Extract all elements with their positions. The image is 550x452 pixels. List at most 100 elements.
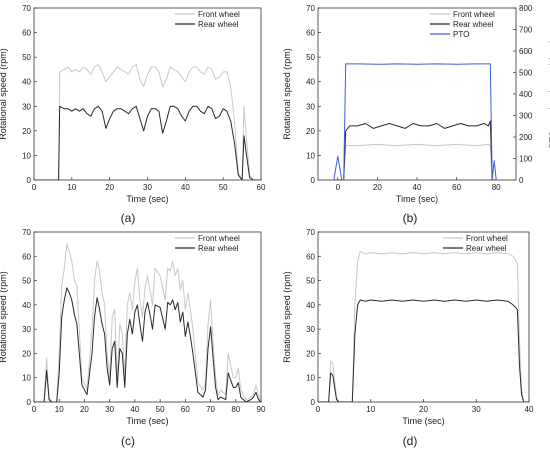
y-tick-label: 10 — [22, 151, 31, 160]
y-tick-label: 50 — [22, 53, 31, 62]
x-tick-label: 30 — [105, 405, 114, 414]
y2-tick-label: 400 — [519, 90, 533, 99]
x-tick-label: 20 — [80, 405, 89, 414]
x-axis-label: Time (sec) — [126, 416, 168, 426]
y2-tick-label: 500 — [519, 69, 533, 78]
panel-label: (a) — [121, 211, 136, 225]
y2-axis-label: PTO rotational speed (rpm) — [548, 40, 550, 149]
plot-frame — [317, 7, 517, 181]
y-tick-label: 10 — [22, 374, 31, 383]
y-tick-label: 40 — [22, 301, 31, 310]
series-line-2 — [318, 299, 529, 402]
x-tick-label: 30 — [472, 405, 481, 414]
x-tick-label: 40 — [181, 183, 190, 192]
panel-label: (b) — [403, 211, 418, 225]
x-tick-label: 40 — [525, 405, 534, 414]
x-tick-label: 0 — [336, 183, 341, 192]
chart-panel-2: 0 20 40 60 800102030405060700100200300400500… — [282, 4, 550, 204]
x-axis-label: Time (sec) — [126, 194, 168, 204]
y-tick-label: 70 — [22, 4, 31, 13]
legend-label: Rear wheel — [466, 244, 507, 253]
y-tick-label: 20 — [306, 127, 315, 136]
y-tick-label: 60 — [306, 29, 315, 38]
x-tick-label: 10 — [366, 405, 375, 414]
y-tick-label: 0 — [311, 176, 316, 185]
x-tick-label: 0 — [32, 183, 37, 192]
series-line-3 — [318, 63, 516, 180]
legend-label: Front wheel — [198, 234, 240, 243]
legend-label: Front wheel — [198, 10, 240, 19]
y-tick-label: 40 — [306, 301, 315, 310]
y2-tick-label: 700 — [519, 26, 533, 35]
y-tick-label: 60 — [22, 29, 31, 38]
x-tick-label: 80 — [231, 405, 240, 414]
series-line-1 — [318, 250, 529, 402]
x-tick-label: 10 — [55, 405, 64, 414]
y2-tick-label: 200 — [519, 133, 533, 142]
panel-label: (d) — [403, 434, 418, 448]
x-tick-label: 80 — [492, 183, 501, 192]
plot-frame — [33, 7, 262, 181]
x-tick-label: 30 — [143, 183, 152, 192]
y-tick-label: 30 — [22, 102, 31, 111]
panel-label: (c) — [121, 434, 135, 448]
y-tick-label: 50 — [22, 277, 31, 286]
y-axis-label: Rotational speed (rpm) — [0, 271, 8, 363]
y-tick-label: 30 — [306, 325, 315, 334]
y-tick-label: 0 — [311, 398, 316, 407]
legend-label: Rear wheel — [198, 20, 239, 29]
y2-tick-label: 800 — [519, 4, 533, 13]
y-tick-label: 0 — [27, 398, 32, 407]
y-tick-label: 10 — [306, 151, 315, 160]
y-tick-label: 50 — [306, 277, 315, 286]
x-tick-label: 20 — [419, 405, 428, 414]
series-line-1 — [34, 243, 261, 402]
x-axis-label: Time (sec) — [402, 416, 444, 426]
x-tick-label: 40 — [130, 405, 139, 414]
y2-tick-label: 600 — [519, 47, 533, 56]
x-tick-label: 20 — [373, 183, 382, 192]
y2-tick-label: 100 — [519, 155, 533, 164]
legend-label: PTO — [453, 30, 469, 39]
y-axis-label: Rotational speed (rpm) — [282, 271, 292, 363]
y2-tick-label: 0 — [519, 176, 524, 185]
y-tick-label: 70 — [306, 228, 315, 237]
chart-panel-3: 0 10 20 30 40 50 60 70 80 90 0 10 20 30 40 50 60 70 Time (… — [0, 228, 266, 426]
plot-frame — [317, 231, 530, 403]
x-tick-label: 0 — [316, 405, 321, 414]
x-tick-label: 50 — [156, 405, 165, 414]
y2-tick-label: 300 — [519, 112, 533, 121]
x-tick-label: 60 — [257, 183, 266, 192]
y-axis-label: Rotational speed (rpm) — [282, 48, 292, 140]
y-tick-label: 70 — [306, 4, 315, 13]
x-tick-label: 40 — [413, 183, 422, 192]
series-line-2 — [318, 120, 516, 180]
legend-label: Rear wheel — [198, 244, 239, 253]
y-tick-label: 40 — [22, 78, 31, 87]
y-tick-label: 20 — [22, 349, 31, 358]
y-tick-label: 10 — [306, 374, 315, 383]
legend-label: Front wheel — [466, 234, 508, 243]
y-tick-label: 30 — [306, 102, 315, 111]
x-tick-label: 20 — [105, 183, 114, 192]
series-line-2 — [34, 287, 261, 402]
x-tick-label: 70 — [206, 405, 215, 414]
y-tick-label: 30 — [22, 325, 31, 334]
x-tick-label: 50 — [219, 183, 228, 192]
legend-label: Rear wheel — [453, 20, 494, 29]
y-tick-label: 20 — [306, 349, 315, 358]
chart-panel-4: 0 10 20 30 40 0 10 20 30 40 50 60 70 Time (sec) Rotati… — [282, 228, 534, 426]
y-tick-label: 70 — [22, 228, 31, 237]
y-axis-label: Rotational speed (rpm) — [0, 48, 8, 140]
x-tick-label: 90 — [257, 405, 266, 414]
y-tick-label: 50 — [306, 53, 315, 62]
legend-label: Front wheel — [453, 10, 495, 19]
chart-panel-1: 0 10 20 30 40 50 60 0 10 20 30 40 50 60 70 Time (sec) Ro… — [0, 4, 266, 204]
x-tick-label: 60 — [452, 183, 461, 192]
x-axis-label: Time (sec) — [396, 194, 438, 204]
y-tick-label: 40 — [306, 78, 315, 87]
y-tick-label: 60 — [22, 252, 31, 261]
x-tick-label: 0 — [32, 405, 37, 414]
x-tick-label: 60 — [181, 405, 190, 414]
